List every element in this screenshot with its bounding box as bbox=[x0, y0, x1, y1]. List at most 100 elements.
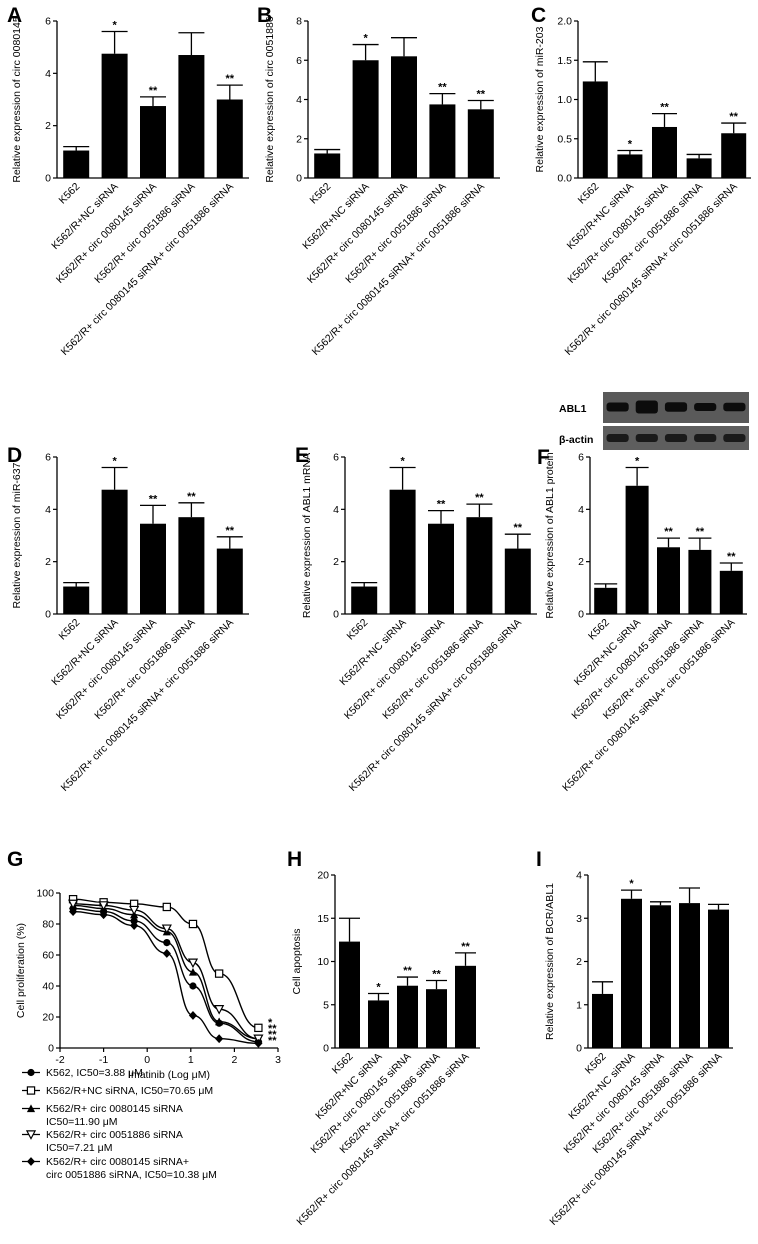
y-tick-label: 2.0 bbox=[557, 16, 572, 28]
x-tick-label: 2 bbox=[231, 1054, 237, 1066]
y-tick-label: 0.5 bbox=[557, 133, 572, 145]
significance-label: ** bbox=[149, 493, 158, 505]
legend-text: K562/R+NC siRNA, IC50=70.65 μM bbox=[46, 1085, 213, 1097]
y-tick-label: 0 bbox=[333, 609, 339, 621]
y-tick-label: 0 bbox=[323, 1043, 329, 1055]
y-tick-label: 20 bbox=[317, 870, 329, 882]
significance-label: * bbox=[112, 19, 117, 31]
significance-label: ** bbox=[432, 969, 441, 981]
legend-text-2: IC50=11.90 μM bbox=[46, 1116, 118, 1128]
marker-triangle-up bbox=[215, 1017, 224, 1026]
y-tick-label: 6 bbox=[45, 16, 51, 28]
legend-text-2: IC50=7.21 μM bbox=[46, 1142, 112, 1154]
blot-band-actin bbox=[694, 434, 717, 442]
marker-diamond bbox=[188, 1011, 198, 1020]
bar bbox=[721, 133, 747, 178]
series-line bbox=[73, 903, 259, 1040]
y-tick-label: 0 bbox=[296, 173, 302, 185]
significance-label: * bbox=[268, 1017, 273, 1029]
significance-label: ** bbox=[438, 82, 447, 94]
series-line bbox=[73, 898, 259, 1029]
blot-band-abl1 bbox=[635, 400, 658, 414]
y-tick-label: 10 bbox=[317, 956, 329, 968]
marker-triangle-down bbox=[129, 905, 140, 916]
y-tick-label: 1.5 bbox=[557, 55, 572, 67]
bar bbox=[466, 517, 493, 614]
panel-label: H bbox=[287, 848, 302, 871]
marker-diamond bbox=[26, 1157, 36, 1166]
significance-label: ** bbox=[727, 551, 736, 563]
marker-square bbox=[214, 969, 224, 978]
y-axis-label: Relative expression of BCR/ABL1 bbox=[544, 883, 556, 1040]
y-tick-label: 4 bbox=[578, 504, 584, 516]
bar bbox=[178, 517, 205, 614]
marker-square bbox=[162, 902, 172, 912]
marker-diamond bbox=[254, 1038, 263, 1048]
marker-diamond bbox=[68, 907, 78, 916]
y-tick-label: 0.0 bbox=[557, 173, 572, 185]
significance-label: ** bbox=[437, 499, 446, 511]
bar bbox=[688, 549, 712, 614]
category-label: K562 bbox=[307, 181, 333, 207]
bar bbox=[686, 158, 712, 178]
marker-diamond bbox=[130, 921, 139, 930]
bar bbox=[426, 989, 447, 1048]
blot-band-abl1 bbox=[606, 402, 629, 412]
blot-band-abl1 bbox=[664, 402, 688, 412]
significance-label: ** bbox=[475, 492, 484, 504]
x-axis-label: Imatinib (Log μM) bbox=[128, 1069, 210, 1081]
panel-b: B 0 2 4 6 8 Relative expression of circ 005188… bbox=[257, 4, 500, 358]
blot-band-actin bbox=[664, 434, 688, 442]
panel-label: F bbox=[537, 446, 550, 469]
category-label: K562 bbox=[330, 1051, 356, 1077]
series-3 bbox=[67, 899, 264, 1045]
marker-triangle-up bbox=[188, 967, 198, 976]
bar bbox=[63, 586, 90, 614]
x-tick-label: 0 bbox=[144, 1054, 150, 1066]
y-tick-label: 4 bbox=[45, 68, 51, 80]
bar bbox=[467, 109, 494, 178]
y-tick-label: 80 bbox=[42, 919, 54, 931]
panel-label: C bbox=[531, 4, 546, 27]
y-tick-label: 20 bbox=[42, 1012, 54, 1024]
legend-text: K562/R+ circ 0080145 siRNA+ bbox=[46, 1156, 189, 1168]
bar bbox=[429, 104, 456, 178]
bar bbox=[101, 53, 128, 179]
x-tick-label: -2 bbox=[55, 1054, 64, 1066]
panel-label: D bbox=[7, 444, 22, 467]
significance-label: * bbox=[400, 455, 405, 467]
category-label: K562/R+NC siRNA bbox=[49, 617, 120, 688]
panel-d: D 0 2 4 6 Relative expression of miR-637 K562 *… bbox=[7, 444, 249, 794]
significance-label: ** bbox=[268, 1035, 277, 1047]
y-tick-label: 4 bbox=[296, 94, 302, 106]
significance-label: * bbox=[629, 878, 634, 890]
significance-label: * bbox=[112, 455, 117, 467]
bar bbox=[455, 965, 476, 1048]
category-label: K562 bbox=[56, 617, 82, 643]
bar bbox=[582, 81, 608, 178]
legend-g: K562, IC50=3.88 μM K562/R+NC siRNA, IC50=… bbox=[22, 1067, 217, 1181]
category-label: K562 bbox=[583, 1051, 609, 1077]
y-tick-label: 2 bbox=[576, 956, 582, 968]
y-tick-label: 6 bbox=[296, 55, 302, 67]
bar bbox=[397, 985, 418, 1048]
panel-label: B bbox=[257, 4, 272, 27]
marker-circle bbox=[189, 982, 197, 990]
significance-label: ** bbox=[729, 111, 738, 123]
blot-band-actin bbox=[723, 434, 746, 442]
y-tick-label: 8 bbox=[296, 16, 302, 28]
bar bbox=[504, 548, 531, 614]
series-2 bbox=[68, 901, 263, 1043]
marker-square bbox=[26, 1086, 36, 1095]
bar bbox=[140, 106, 166, 178]
significance-label: ** bbox=[149, 85, 158, 97]
panel-label: A bbox=[7, 4, 22, 27]
y-tick-label: 0 bbox=[48, 1043, 54, 1055]
bar bbox=[368, 1000, 389, 1048]
blot-band-abl1 bbox=[723, 402, 746, 412]
bar bbox=[592, 993, 613, 1048]
marker-diamond bbox=[162, 949, 171, 958]
y-tick-label: 6 bbox=[45, 452, 51, 464]
panel-label: E bbox=[295, 444, 309, 467]
